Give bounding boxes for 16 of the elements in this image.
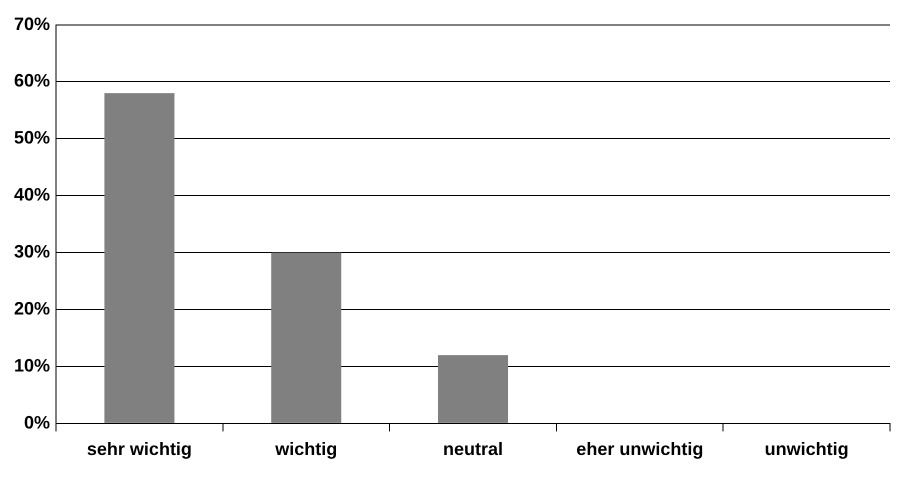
y-tick-label: 60%: [14, 70, 50, 91]
bar: [104, 93, 174, 423]
bar: [438, 355, 508, 423]
y-tick-label: 10%: [14, 355, 50, 376]
y-tick-label: 40%: [14, 184, 50, 205]
x-tick-label: wichtig: [274, 439, 338, 460]
x-tick-label: unwichtig: [764, 439, 849, 460]
x-tick-label: sehr wichtig: [86, 439, 192, 460]
y-tick-label: 50%: [14, 128, 50, 148]
x-tick-label: eher unwichtig: [576, 439, 704, 460]
bar: [271, 252, 342, 423]
y-tick-label: 70%: [14, 14, 50, 34]
x-tick-label: neutral: [443, 439, 504, 460]
y-tick-label: 0%: [24, 412, 50, 432]
y-tick-label: 20%: [14, 298, 50, 318]
y-tick-label: 30%: [14, 242, 50, 262]
